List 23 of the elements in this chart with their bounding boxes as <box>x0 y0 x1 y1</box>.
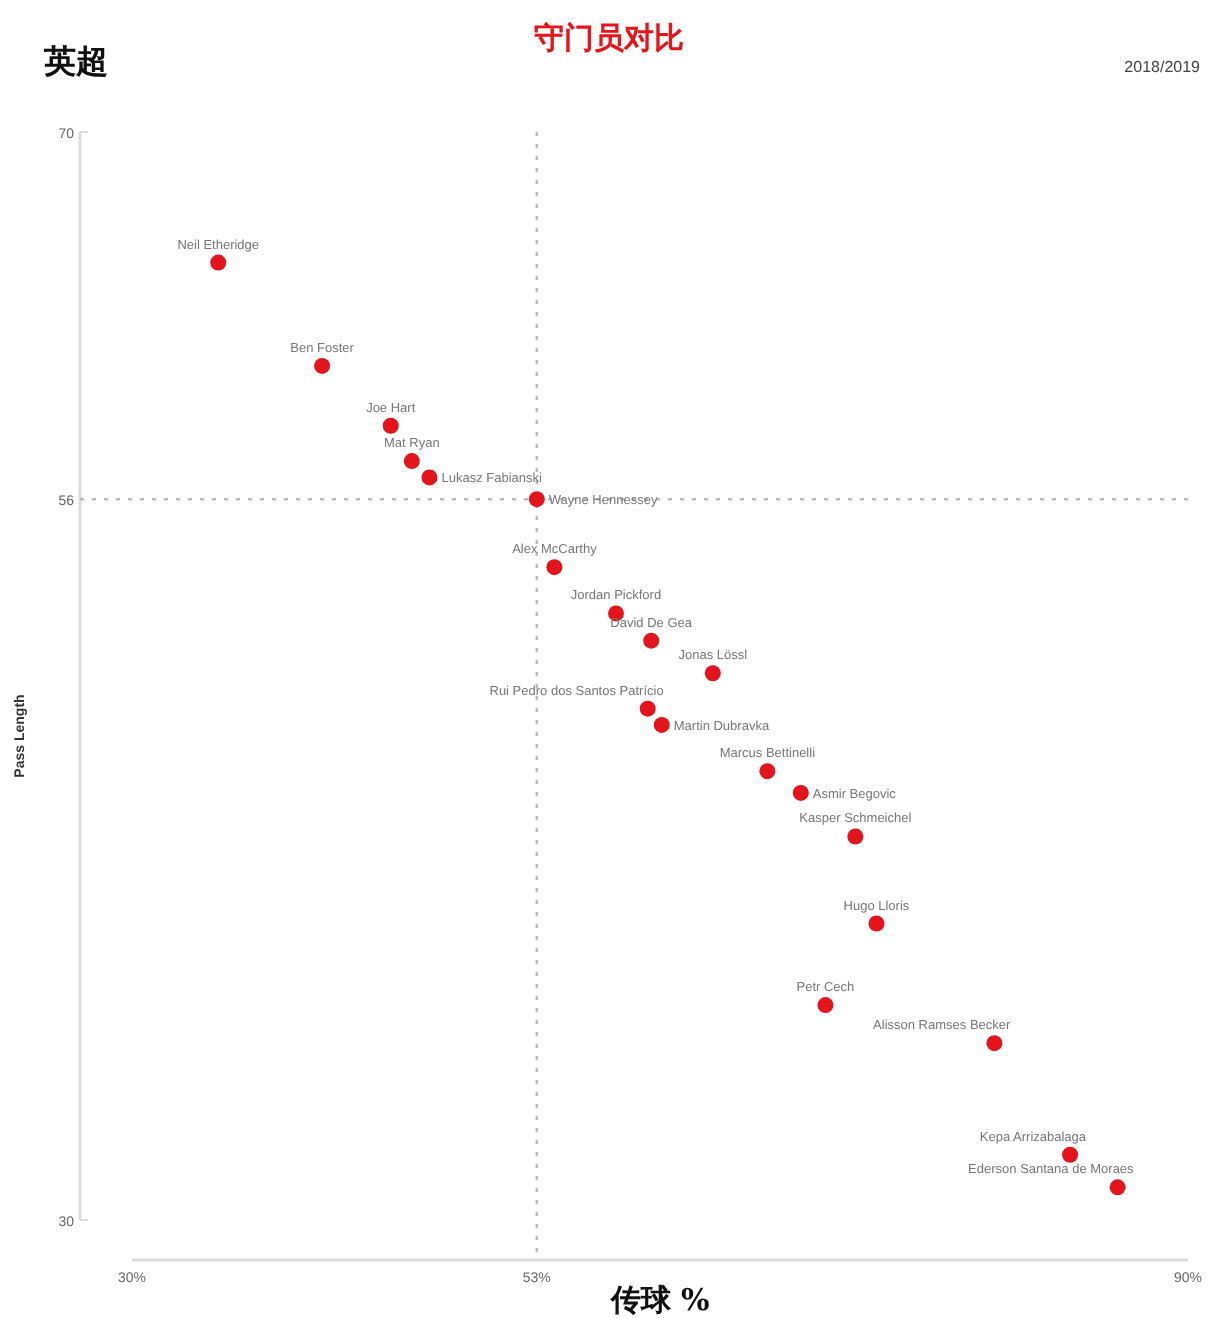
text: 2018/2019 <box>1124 58 1202 76</box>
point <box>639 700 656 717</box>
point <box>653 716 670 733</box>
point <box>847 828 864 845</box>
point <box>382 417 399 434</box>
point <box>792 784 809 801</box>
x-axis-title: 传球 % <box>608 1282 710 1318</box>
point <box>210 254 227 271</box>
point <box>817 997 834 1014</box>
point <box>868 915 885 932</box>
point <box>528 491 545 508</box>
point <box>314 357 331 374</box>
point <box>704 665 721 682</box>
chart-subtitle: 英超 <box>42 42 108 80</box>
point <box>421 469 438 486</box>
point <box>986 1035 1003 1052</box>
chart-title: 守门员对比 <box>534 20 684 56</box>
point <box>403 453 420 470</box>
point <box>759 763 776 780</box>
point <box>643 632 660 649</box>
point <box>1109 1179 1126 1196</box>
point <box>546 559 563 576</box>
point <box>1062 1146 1079 1163</box>
